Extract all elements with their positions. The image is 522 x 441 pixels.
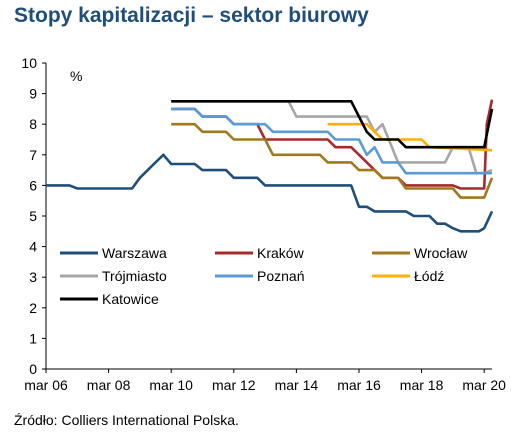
series-line-poznan xyxy=(171,107,492,175)
y-tick-label: 6 xyxy=(29,177,37,193)
x-tick-label: mar 16 xyxy=(337,377,381,393)
y-tick-label: 9 xyxy=(29,86,37,102)
chart-title: Stopy kapitalizacji – sektor biurowy xyxy=(14,4,369,27)
chart-series xyxy=(46,99,494,233)
y-tick-label: 7 xyxy=(29,147,37,163)
x-tick-label: mar 06 xyxy=(24,377,68,393)
y-tick-label: 1 xyxy=(29,330,37,346)
series-line-warszawa xyxy=(46,153,494,233)
legend-label: Łódź xyxy=(414,268,444,284)
legend-label: Trójmiasto xyxy=(102,268,167,284)
y-tick-label: 4 xyxy=(29,239,37,255)
y-tick-label: 10 xyxy=(21,55,37,71)
x-tick-label: mar 08 xyxy=(87,377,131,393)
x-tick-label: mar 18 xyxy=(400,377,444,393)
x-tick-label: mar 14 xyxy=(275,377,319,393)
legend-label: Poznań xyxy=(257,268,304,284)
series-line-katowice xyxy=(171,100,494,149)
series-line-wroclaw xyxy=(171,122,494,199)
y-tick-label: 0 xyxy=(29,361,37,377)
y-tick-label: 2 xyxy=(29,300,37,316)
legend-label: Katowice xyxy=(102,291,159,307)
y-tick-label: 3 xyxy=(29,269,37,285)
legend-label: Warszawa xyxy=(102,245,167,261)
x-tick-label: mar 12 xyxy=(212,377,256,393)
chart-legend: Warszawa Kraków Wrocław Trójmiasto Poznań Łód… xyxy=(60,245,468,307)
y-tick-label: 8 xyxy=(29,116,37,132)
chart-axes: 0 1 2 3 4 5 6 7 8 9 10 mar 06 mar 08 mar 10 mar 12 mar … xyxy=(21,55,506,393)
series-line-krakow xyxy=(171,99,494,190)
y-axis-unit-label: % xyxy=(70,68,82,84)
source-note: Źródło: Colliers International Polska. xyxy=(14,412,239,428)
x-tick-label: mar 20 xyxy=(462,377,506,393)
legend-label: Kraków xyxy=(257,245,305,261)
legend-label: Wrocław xyxy=(414,245,468,261)
x-tick-label: mar 10 xyxy=(149,377,193,393)
y-tick-label: 5 xyxy=(29,208,37,224)
